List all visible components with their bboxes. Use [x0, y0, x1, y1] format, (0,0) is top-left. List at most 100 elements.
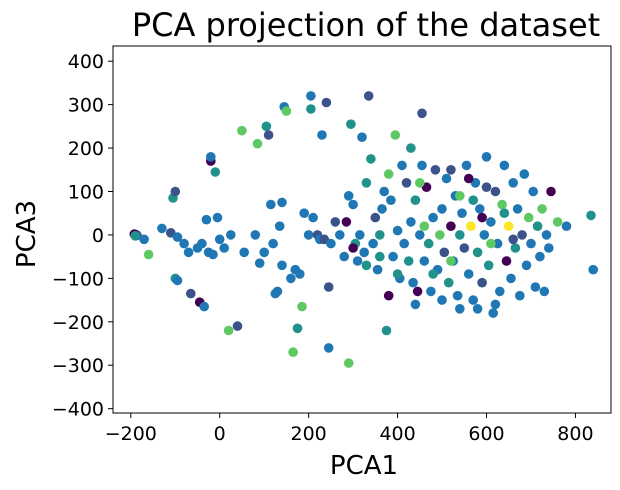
data-point-175 [468, 195, 479, 205]
data-point-161 [535, 251, 545, 262]
data-point-5 [139, 234, 149, 245]
data-point-39 [261, 121, 272, 132]
data-point-156 [523, 212, 534, 223]
data-point-56 [299, 208, 310, 218]
data-point-95 [390, 130, 401, 140]
data-point-57 [303, 230, 314, 240]
data-point-53 [292, 323, 303, 334]
data-point-65 [321, 97, 332, 108]
data-point-126 [457, 208, 467, 218]
data-point-193 [361, 178, 372, 188]
data-point-24 [206, 152, 216, 162]
data-point-4 [130, 231, 140, 241]
y-tick-label: −300 [52, 355, 104, 377]
data-point-85 [370, 212, 381, 223]
data-point-124 [452, 290, 463, 301]
y-tick-label: −200 [52, 312, 104, 334]
data-point-113 [428, 212, 438, 223]
data-point-138 [483, 260, 494, 271]
data-point-127 [459, 243, 470, 253]
y-tick-label: 300 [68, 95, 104, 117]
data-point-33 [237, 125, 247, 136]
data-point-184 [455, 304, 465, 314]
data-point-179 [499, 208, 510, 218]
data-point-187 [437, 295, 447, 305]
data-point-44 [272, 286, 283, 297]
data-point-147 [503, 221, 514, 231]
data-point-192 [343, 191, 354, 201]
data-point-49 [277, 197, 287, 208]
data-point-29 [219, 243, 229, 253]
data-point-177 [486, 238, 496, 249]
data-point-48 [281, 106, 292, 116]
data-point-14 [179, 238, 189, 249]
y-axis-label: PCA3 [12, 200, 42, 268]
data-point-20 [199, 301, 209, 312]
data-point-166 [546, 186, 556, 197]
data-point-103 [408, 277, 418, 288]
data-point-74 [346, 119, 356, 129]
data-point-139 [486, 217, 496, 227]
data-point-90 [381, 325, 392, 336]
data-point-129 [463, 269, 474, 279]
data-point-41 [266, 199, 276, 210]
data-point-55 [297, 301, 307, 312]
data-point-164 [541, 230, 552, 240]
x-axis-label: PCA1 [330, 451, 398, 481]
data-point-21 [201, 214, 212, 225]
data-point-194 [415, 178, 425, 188]
data-point-158 [528, 186, 538, 197]
data-point-27 [212, 212, 223, 223]
data-point-190 [375, 251, 385, 262]
data-point-102 [406, 217, 416, 227]
data-point-87 [375, 230, 385, 240]
data-point-107 [417, 160, 427, 171]
data-point-128 [461, 160, 472, 171]
data-point-82 [363, 91, 374, 101]
data-point-153 [517, 230, 527, 240]
data-point-104 [410, 195, 421, 205]
data-point-60 [308, 212, 318, 223]
data-point-117 [437, 204, 447, 214]
x-tick-label: 200 [291, 423, 327, 445]
data-point-182 [428, 269, 438, 279]
data-point-154 [519, 169, 530, 179]
data-point-73 [343, 358, 354, 368]
data-point-13 [172, 275, 183, 286]
data-point-31 [226, 230, 236, 240]
data-point-68 [326, 238, 336, 249]
data-point-6 [143, 249, 154, 260]
data-point-91 [383, 169, 394, 179]
data-point-189 [392, 269, 403, 279]
data-point-83 [366, 154, 376, 164]
data-point-109 [419, 256, 430, 266]
chart-title: PCA projection of the dataset [132, 6, 600, 44]
data-point-160 [532, 221, 543, 231]
data-point-130 [466, 221, 476, 231]
data-point-84 [368, 238, 378, 249]
data-point-136 [479, 230, 490, 240]
data-point-30 [223, 325, 234, 336]
data-point-191 [348, 243, 358, 253]
data-point-11 [172, 232, 183, 242]
data-point-174 [463, 173, 474, 184]
data-point-10 [170, 186, 181, 197]
data-point-50 [286, 273, 296, 284]
data-point-86 [372, 264, 383, 275]
data-point-112 [426, 286, 436, 297]
data-point-121 [446, 221, 456, 231]
data-points [129, 91, 598, 368]
data-point-88 [377, 204, 387, 214]
data-point-149 [508, 178, 518, 188]
data-point-144 [497, 199, 507, 210]
data-point-7 [157, 223, 167, 234]
y-tick-label: −100 [52, 268, 104, 290]
data-point-188 [410, 299, 421, 310]
data-point-155 [521, 260, 532, 271]
data-point-19 [197, 238, 207, 249]
data-point-36 [252, 138, 263, 149]
data-point-92 [383, 290, 394, 301]
data-point-152 [515, 290, 525, 301]
data-point-186 [490, 299, 501, 310]
